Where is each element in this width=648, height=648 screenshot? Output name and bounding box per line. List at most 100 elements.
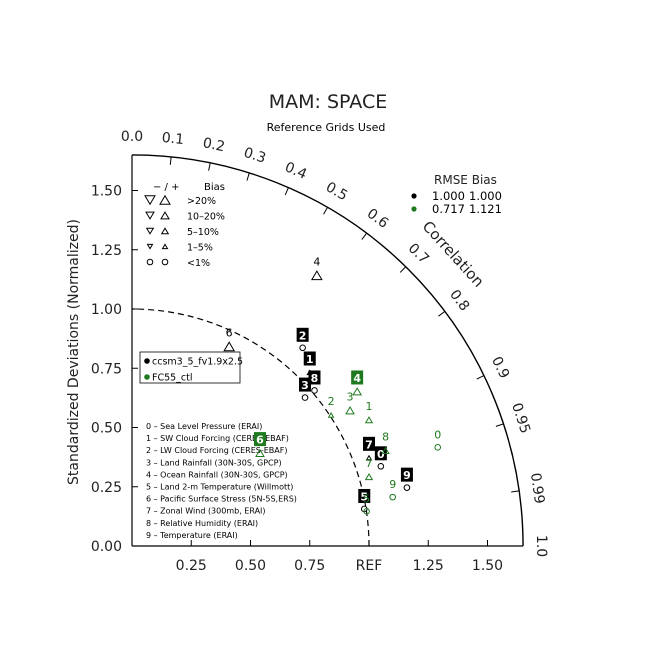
chart-subtitle: Reference Grids Used xyxy=(267,121,386,134)
ref-label: REF xyxy=(356,558,383,574)
data-point-label: 4 xyxy=(313,255,320,268)
bias-key-up-triangle xyxy=(160,211,170,220)
data-point-marker xyxy=(434,444,442,451)
bias-key-circle xyxy=(161,258,169,266)
corr-tick-mark xyxy=(361,232,368,240)
data-point-marker xyxy=(389,493,397,501)
data-point-marker xyxy=(255,448,265,457)
data-point-label: 0 xyxy=(377,448,385,461)
variable-list-item: 3 – Land Rainfall (30N-30S, GPCP) xyxy=(146,458,282,467)
data-point-marker xyxy=(352,387,363,396)
data-point-marker xyxy=(301,394,309,401)
rmse-bias-header: RMSE Bias xyxy=(434,173,497,187)
data-point-label: 9 xyxy=(403,469,411,482)
rmse-value: 0.717 xyxy=(432,202,465,216)
case-legend-label: FC55_ctl xyxy=(152,373,193,384)
rmse-case-dot xyxy=(411,206,417,212)
data-point-label-box xyxy=(374,446,387,461)
bias-key-label: >20% xyxy=(187,196,216,207)
data-point-label: 5 xyxy=(363,492,370,505)
corr-tick-label: 0.99 xyxy=(527,472,547,505)
data-point-label: 1 xyxy=(366,400,373,413)
bias-key-label: 1–5% xyxy=(187,243,213,254)
variable-list-item: 0 – Sea Level Pressure (ERAI) xyxy=(146,422,262,431)
bias-key-down-triangle xyxy=(145,227,155,235)
bias-key-header: Bias xyxy=(204,182,225,193)
data-point-label: 3 xyxy=(301,379,309,392)
data-point-label: 1 xyxy=(306,353,314,366)
data-point-marker xyxy=(363,508,370,515)
variable-list-item: 4 – Ocean Rainfall (30N-30S, GPCP) xyxy=(146,470,288,479)
corr-tick-mark xyxy=(246,172,250,181)
corr-tick-label: 0.3 xyxy=(242,145,268,167)
variable-list-item: 7 – Zonal Wind (300mb, ERAI) xyxy=(146,507,266,516)
data-point-label-box xyxy=(303,351,316,366)
rmse-value: 1.000 xyxy=(432,189,465,203)
y-tick-label: 0.75 xyxy=(91,361,122,377)
chart-title: MAM: SPACE xyxy=(269,91,387,113)
corr-tick-mark xyxy=(323,207,328,215)
y-tick-label: 1.50 xyxy=(91,184,122,200)
corr-tick-label: 0.9 xyxy=(488,354,512,381)
data-point-marker xyxy=(311,387,318,394)
bias-key-up-triangle xyxy=(160,227,170,235)
data-point-label-box xyxy=(358,488,371,503)
bias-value: 1.121 xyxy=(469,202,502,216)
data-point-label: 4 xyxy=(353,372,361,385)
data-point-label: 2 xyxy=(299,329,307,342)
case-legend-dot xyxy=(144,358,150,364)
bias-key-label: 10–20% xyxy=(187,212,225,223)
data-point-marker xyxy=(377,463,385,470)
variable-list-item: 6 – Pacific Surface Stress (5N-5S,ERS) xyxy=(146,495,297,504)
data-point-marker xyxy=(345,406,355,415)
y-axis-label: Standardized Deviations (Normalized) xyxy=(66,219,82,485)
bias-key-down-triangle xyxy=(144,195,156,206)
data-point-marker xyxy=(365,454,373,461)
corr-tick-label: 0.5 xyxy=(323,179,350,204)
data-point-label-box xyxy=(296,327,309,342)
bias-value: 1.000 xyxy=(469,189,502,203)
corr-tick-mark xyxy=(438,310,446,317)
correlation-arc xyxy=(131,154,524,547)
x-tick-label: 1.25 xyxy=(413,558,444,574)
bias-key-circle xyxy=(146,258,154,266)
data-point-label: 5 xyxy=(360,490,368,503)
corr-tick-mark xyxy=(511,490,520,493)
data-point-label: 8 xyxy=(311,372,319,385)
bias-key-up-triangle xyxy=(159,194,171,205)
data-point-label-box xyxy=(400,467,413,482)
data-point-marker xyxy=(299,344,306,352)
data-point-label-box xyxy=(253,432,266,447)
bias-key-down-triangle xyxy=(146,243,154,250)
x-tick-label: 0.75 xyxy=(294,558,325,574)
data-point-label-box xyxy=(363,436,375,451)
x-tick-label: 0.25 xyxy=(176,558,207,574)
data-point-label: 6 xyxy=(226,326,233,339)
data-point-label-box xyxy=(299,377,312,392)
data-point-label: 3 xyxy=(347,390,354,403)
case-legend-dot xyxy=(144,374,150,380)
y-tick-label: 1.00 xyxy=(91,302,122,318)
x-tick-label: 1.50 xyxy=(472,558,503,574)
variable-list-item: 9 – Temperature (ERAI) xyxy=(146,531,238,540)
data-point-marker xyxy=(381,446,390,455)
data-point-label-box xyxy=(308,370,321,385)
corr-tick-label: 0.2 xyxy=(201,135,226,155)
corr-tick-label: 0.1 xyxy=(161,130,185,148)
bias-key-sign: − / + xyxy=(153,182,179,193)
data-point-label: 7 xyxy=(366,457,373,470)
x-tick-label: 0.50 xyxy=(235,558,266,574)
y-tick-label: 0.00 xyxy=(91,539,122,555)
corr-tick-label: 0.95 xyxy=(508,401,533,436)
corr-tick-label: 1.0 xyxy=(533,535,549,557)
data-point-marker xyxy=(403,484,411,491)
data-point-label: 7 xyxy=(365,438,373,451)
rmse-case-dot xyxy=(411,193,417,199)
corr-tick-mark xyxy=(399,266,407,273)
data-point-marker xyxy=(364,416,374,424)
data-point-marker xyxy=(364,472,374,481)
data-point-label: 6 xyxy=(256,434,264,447)
bias-key-label: <1% xyxy=(187,258,210,269)
data-point-label: 8 xyxy=(382,431,389,444)
